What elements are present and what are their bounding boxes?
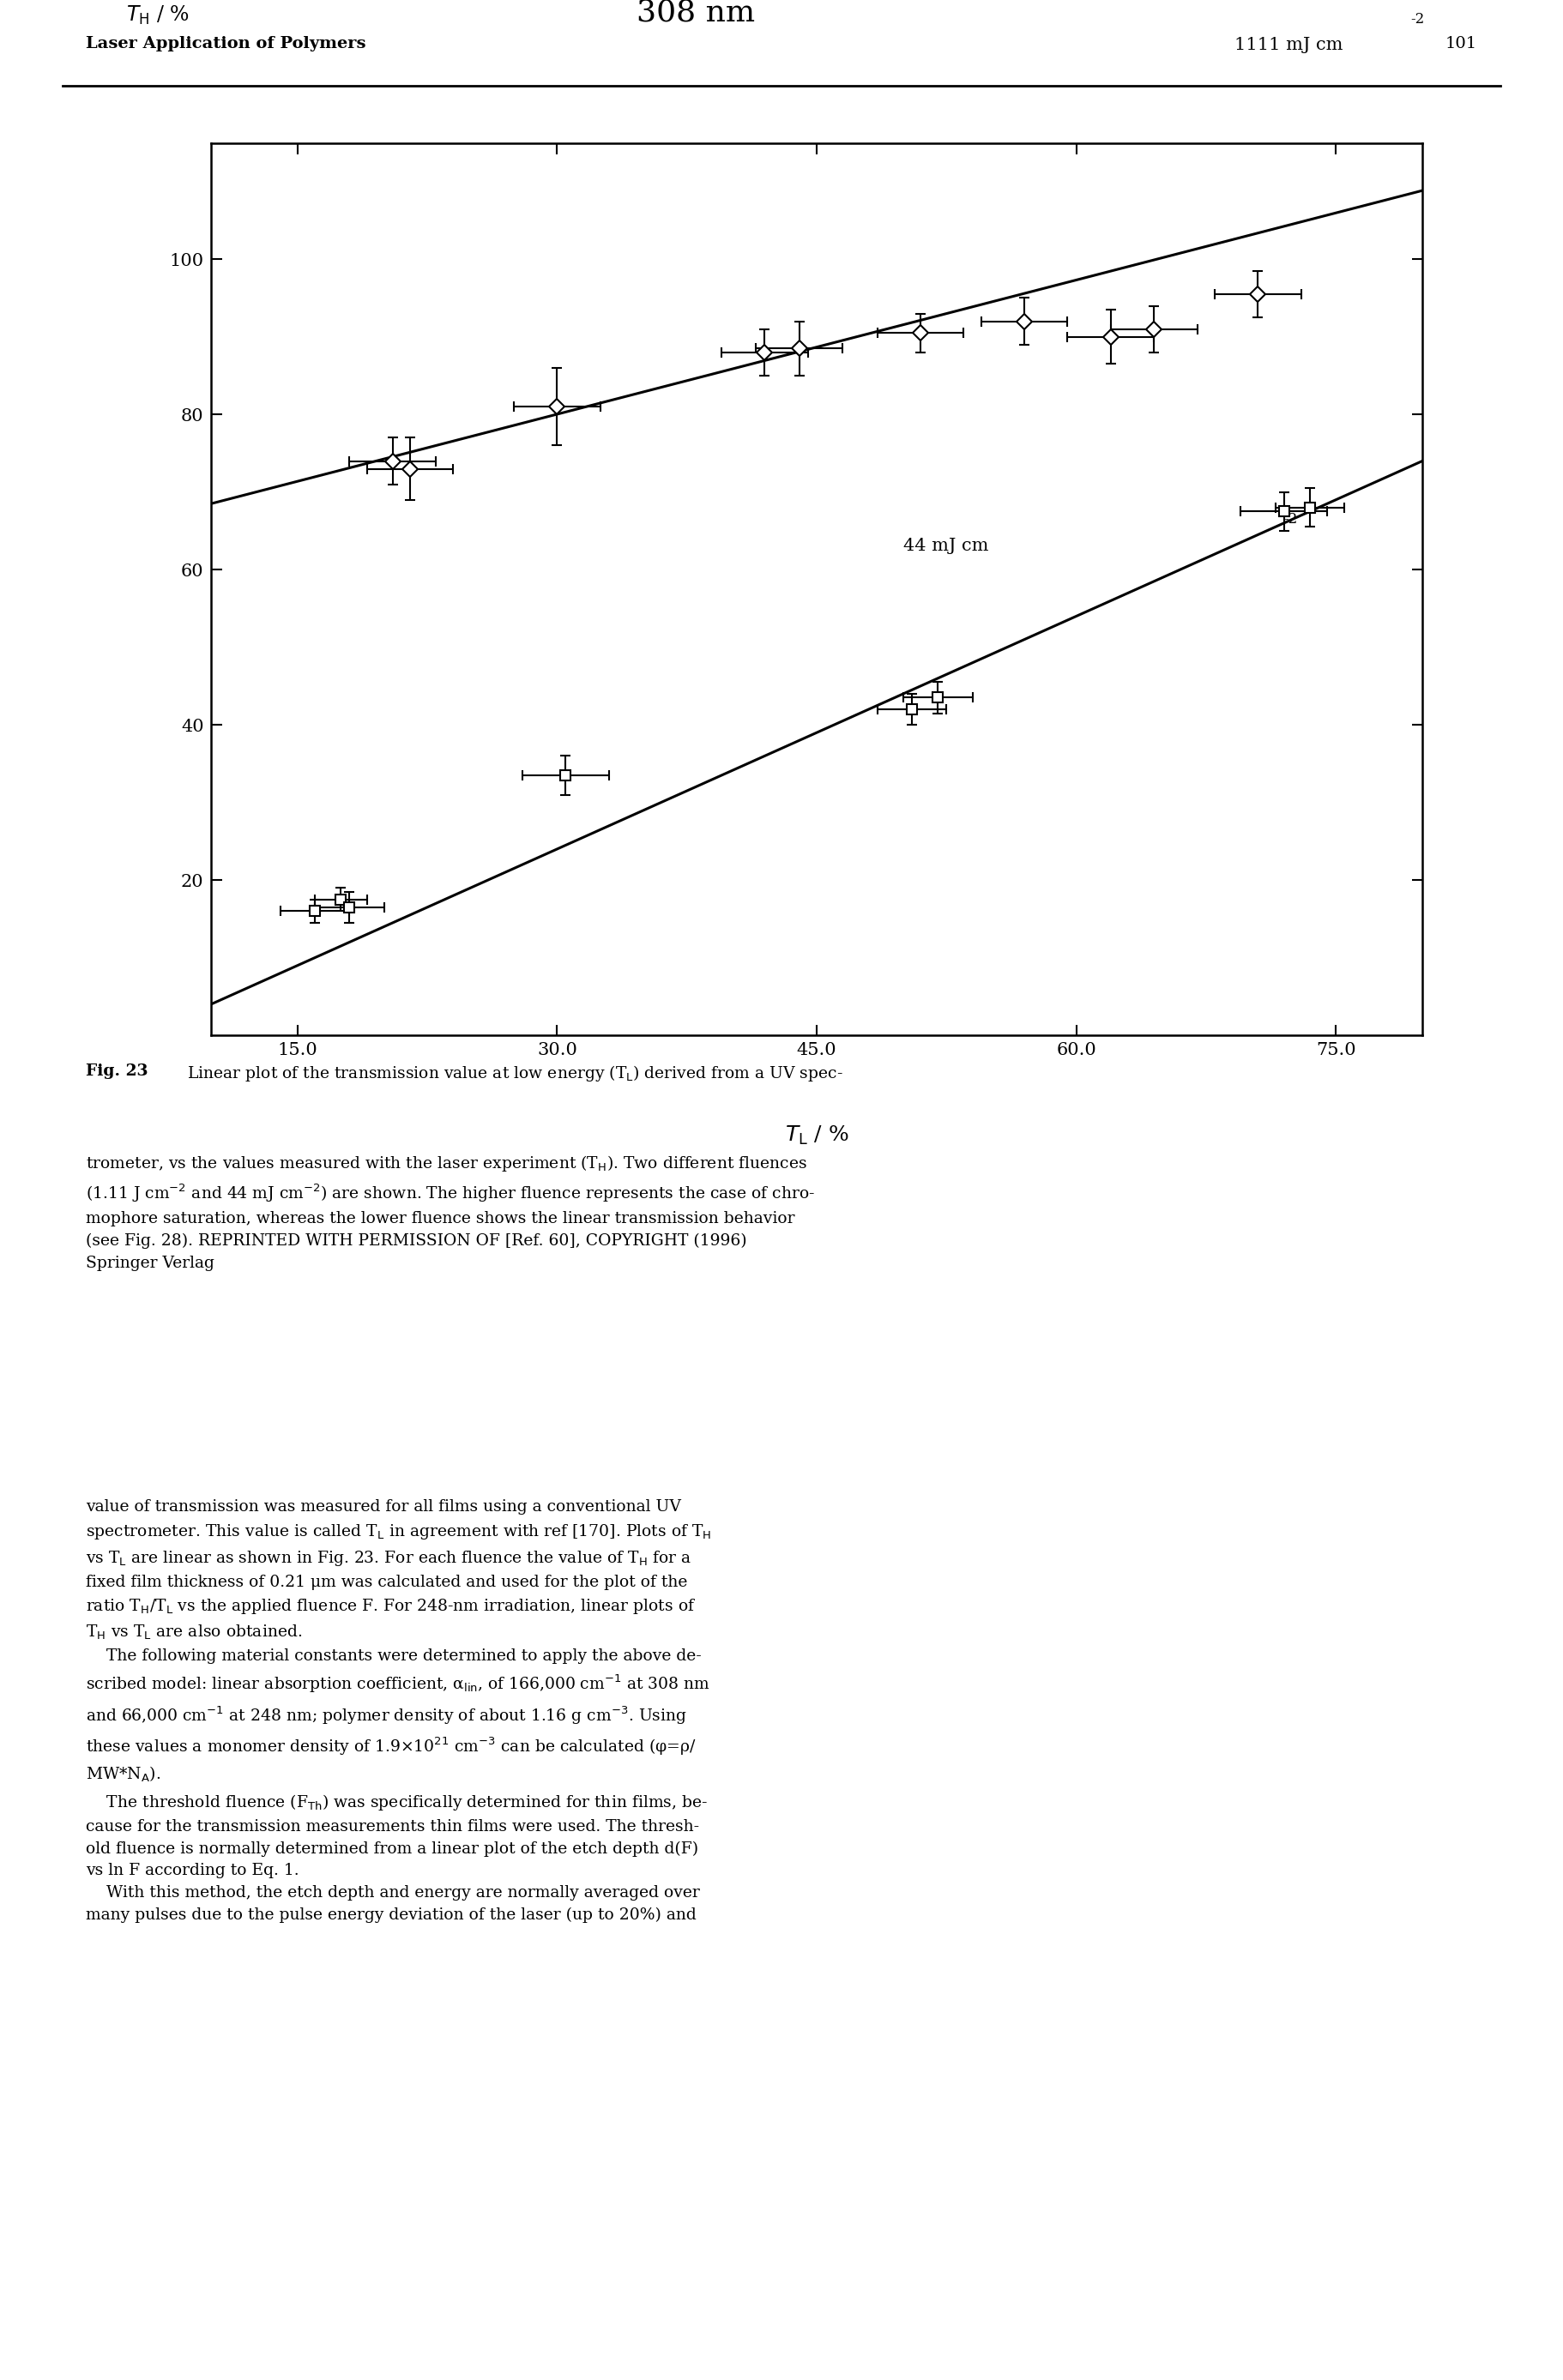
Text: 1111 mJ cm: 1111 mJ cm	[1235, 38, 1343, 52]
Text: trometer, vs the values measured with the laser experiment (T$_\mathrm{H}$). Two: trometer, vs the values measured with th…	[86, 1154, 816, 1271]
Text: 101: 101	[1446, 36, 1477, 50]
Text: value of transmission was measured for all films using a conventional UV
spectro: value of transmission was measured for a…	[86, 1499, 711, 1923]
Text: Linear plot of the transmission value at low energy (T$_\mathrm{L}$) derived fro: Linear plot of the transmission value at…	[186, 1064, 842, 1083]
Text: $T_{\rm H}$ / %: $T_{\rm H}$ / %	[127, 5, 189, 26]
Text: -2: -2	[1410, 12, 1424, 26]
Text: $T_{\rm L}$ / %: $T_{\rm L}$ / %	[785, 1126, 849, 1147]
Text: 308 nm: 308 nm	[636, 0, 755, 26]
Text: 44 mJ cm: 44 mJ cm	[903, 538, 988, 555]
Text: Laser Application of Polymers: Laser Application of Polymers	[86, 36, 366, 50]
Text: -2: -2	[1283, 512, 1297, 526]
Text: Fig. 23: Fig. 23	[86, 1064, 148, 1078]
